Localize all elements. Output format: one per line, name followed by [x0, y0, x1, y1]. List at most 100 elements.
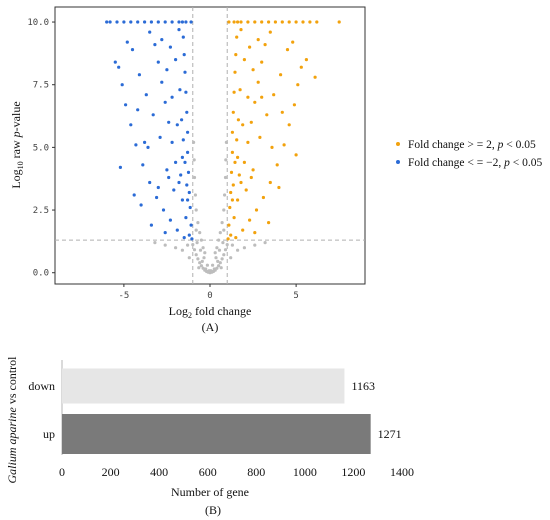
- point-up: [273, 20, 277, 24]
- point-down: [141, 163, 145, 167]
- point-ns: [218, 261, 222, 265]
- point-up: [246, 20, 250, 24]
- point-down: [163, 100, 167, 104]
- point-up: [260, 95, 264, 99]
- point-up: [279, 73, 283, 77]
- point-ns: [198, 261, 202, 265]
- point-up: [248, 45, 252, 49]
- point-down: [129, 123, 133, 127]
- point-up: [285, 48, 290, 52]
- point-up: [280, 20, 284, 24]
- legend-item-up: Fold change > = 2, p < 0.05: [396, 139, 536, 151]
- point-ns: [199, 238, 203, 242]
- point-ns: [196, 257, 200, 261]
- point-up: [230, 198, 234, 202]
- point-up: [260, 20, 264, 24]
- point-down: [115, 20, 119, 24]
- point-down: [182, 236, 186, 240]
- point-down: [184, 90, 188, 94]
- point-ns: [223, 248, 228, 252]
- bar-x-tick-label: 800: [247, 465, 265, 479]
- point-up: [228, 205, 232, 210]
- point-up: [315, 20, 319, 24]
- point-up: [256, 38, 260, 42]
- point-down: [149, 223, 153, 227]
- point-down: [182, 53, 186, 57]
- point-ns: [192, 175, 197, 180]
- point-up: [292, 103, 296, 107]
- point-up: [270, 145, 274, 149]
- point-up: [268, 180, 272, 185]
- point-down: [188, 205, 192, 210]
- threshold-lines: [55, 7, 365, 284]
- bar-x-tick-label: 0: [59, 465, 65, 479]
- point-ns: [187, 256, 191, 260]
- point-ns: [218, 231, 222, 235]
- point-up: [226, 237, 230, 241]
- point-up: [260, 60, 264, 64]
- point-down: [149, 20, 153, 24]
- point-down: [167, 175, 171, 180]
- point-down: [163, 20, 167, 24]
- point-down: [190, 237, 194, 241]
- point-down: [180, 20, 184, 24]
- point-ns: [193, 193, 197, 197]
- point-ns: [217, 238, 221, 242]
- point-ns: [263, 241, 267, 245]
- point-down: [124, 103, 128, 107]
- point-up: [231, 183, 235, 187]
- point-down: [177, 28, 181, 32]
- point-down: [179, 173, 183, 177]
- bar-x-tick-label: 200: [102, 465, 120, 479]
- point-up: [251, 68, 255, 72]
- point-ns: [207, 269, 211, 273]
- point-ns: [215, 266, 219, 270]
- point-down: [180, 155, 184, 159]
- point-down: [160, 80, 164, 84]
- point-ns: [194, 208, 198, 212]
- point-up: [242, 160, 246, 164]
- point-down: [156, 60, 160, 64]
- point-ns: [180, 248, 184, 252]
- legend-marker-up: [396, 142, 400, 146]
- point-down: [155, 195, 159, 200]
- bar-x-axis-title: Number of gene: [171, 485, 249, 499]
- point-down: [174, 160, 178, 164]
- point-up: [299, 65, 303, 69]
- point-down: [134, 143, 138, 147]
- point-ns: [216, 259, 220, 263]
- bar-category-label: up: [43, 427, 55, 441]
- point-ns: [195, 241, 199, 245]
- point-ns: [191, 243, 195, 247]
- point-up: [267, 20, 271, 24]
- point-ns: [221, 241, 225, 245]
- point-up: [263, 43, 267, 47]
- point-down: [130, 48, 135, 52]
- point-up: [301, 20, 305, 24]
- point-down: [137, 73, 141, 77]
- point-down: [168, 45, 172, 49]
- point-down: [118, 165, 122, 169]
- point-up: [258, 135, 262, 139]
- point-ns: [201, 246, 205, 250]
- point-ns: [222, 253, 226, 257]
- point-up: [248, 218, 252, 222]
- point-ns: [196, 221, 200, 225]
- point-ns: [223, 175, 228, 180]
- point-up: [230, 130, 234, 134]
- y-tick-label: 5.0: [33, 143, 49, 153]
- point-down: [172, 188, 176, 192]
- point-down: [181, 35, 185, 39]
- point-down: [120, 83, 124, 87]
- point-up: [253, 231, 257, 235]
- point-up: [308, 20, 312, 24]
- point-ns: [199, 264, 203, 268]
- bar-chart: down 1163 up 1271 0 200 400 600 800 1000 1200 1400…: [5, 356, 414, 517]
- point-up: [232, 216, 236, 220]
- point-down: [148, 180, 152, 185]
- panel-b-caption: (B): [205, 503, 221, 517]
- point-ns: [204, 267, 208, 271]
- point-down: [181, 138, 185, 142]
- point-down: [163, 231, 167, 235]
